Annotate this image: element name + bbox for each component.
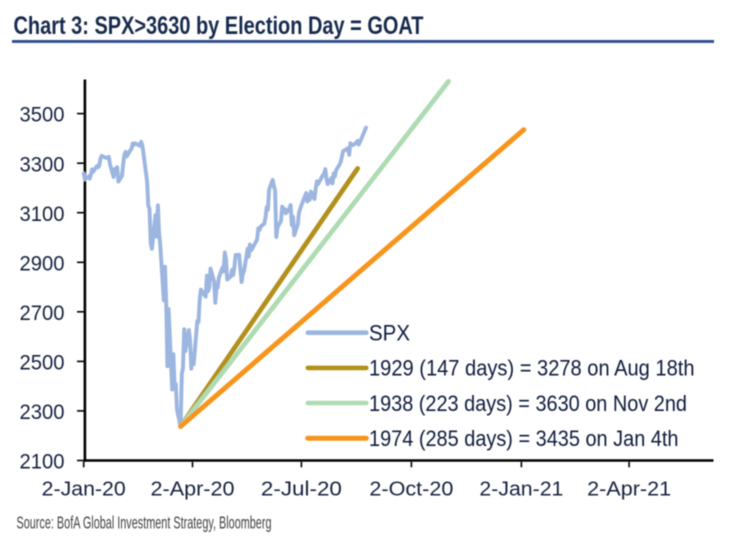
svg-text:2100: 2100 xyxy=(20,451,65,474)
svg-text:2-Jul-20: 2-Jul-20 xyxy=(261,478,342,500)
svg-text:2-Jan-21: 2-Jan-21 xyxy=(479,478,563,500)
svg-text:2-Jan-20: 2-Jan-20 xyxy=(42,478,126,500)
svg-text:2300: 2300 xyxy=(20,401,65,424)
svg-text:2700: 2700 xyxy=(20,302,65,325)
svg-text:Chart 3: SPX>3630 by Election: Chart 3: SPX>3630 by Election Day = GOAT xyxy=(14,12,424,40)
svg-text:2-Apr-20: 2-Apr-20 xyxy=(151,478,235,500)
svg-text:2500: 2500 xyxy=(20,352,65,375)
svg-text:1938 (223 days) = 3630 on Nov: 1938 (223 days) = 3630 on Nov 2nd xyxy=(369,391,687,416)
svg-text:2-Oct-20: 2-Oct-20 xyxy=(369,478,453,500)
svg-text:2900: 2900 xyxy=(20,252,65,275)
svg-text:3500: 3500 xyxy=(20,104,65,127)
svg-text:Source: BofA Global Investment: Source: BofA Global Investment Strategy,… xyxy=(17,513,272,533)
svg-text:1974 (285 days) = 3435 on Jan: 1974 (285 days) = 3435 on Jan 4th xyxy=(369,426,679,451)
svg-text:3100: 3100 xyxy=(20,203,65,226)
svg-text:1929 (147 days) = 3278 on Aug: 1929 (147 days) = 3278 on Aug 18th xyxy=(369,356,695,381)
svg-text:3300: 3300 xyxy=(20,153,65,176)
svg-text:SPX: SPX xyxy=(369,320,410,345)
svg-text:2-Apr-21: 2-Apr-21 xyxy=(587,478,671,500)
